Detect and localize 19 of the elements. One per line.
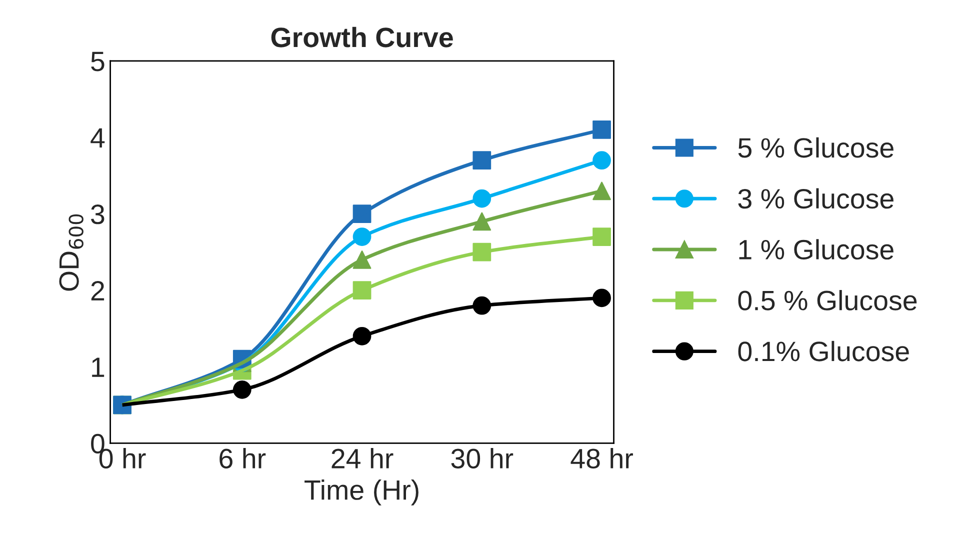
y-tick-label: 5 bbox=[91, 52, 104, 72]
chart-title: Growth Curve bbox=[271, 26, 453, 48]
x-tick-label: 24 hr bbox=[332, 448, 394, 468]
y-tick-label: 2 bbox=[91, 280, 104, 300]
x-tick-label: 48 hr bbox=[570, 448, 633, 468]
y-tick-label: 1 bbox=[92, 358, 104, 377]
point bbox=[592, 228, 611, 246]
legend-label: 5 % Glucose bbox=[738, 137, 894, 158]
y-axis-title: OD$_{600}$ bbox=[59, 214, 84, 291]
x-axis-title: Time (Hr) bbox=[304, 480, 418, 506]
legend-label: 0.1% Glucose bbox=[738, 340, 909, 362]
x-tick-label: 30 hr bbox=[451, 448, 514, 468]
legend-label: 1 % Glucose bbox=[739, 239, 894, 260]
y-tick-label: 3 bbox=[91, 204, 104, 224]
y-tick-label: 4 bbox=[90, 128, 105, 148]
legend-label: 3 % Glucose bbox=[738, 188, 894, 209]
legend-label: 0.5 % Glucose bbox=[738, 290, 917, 310]
point bbox=[592, 120, 611, 139]
x-tick-label: 6 hr bbox=[220, 448, 266, 468]
